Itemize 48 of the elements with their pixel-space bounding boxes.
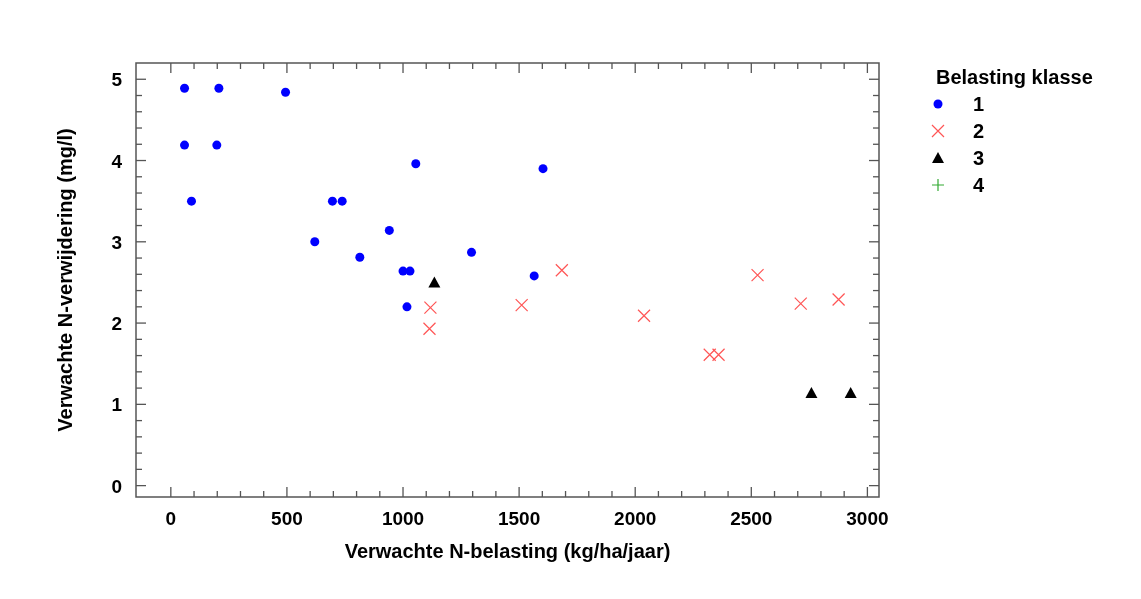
- y-tick-label: 5: [111, 69, 123, 91]
- legend-label: 2: [973, 120, 985, 142]
- point: [402, 302, 412, 312]
- x-tick-label: 2000: [614, 508, 657, 529]
- point: [384, 225, 394, 235]
- x-tick-label: 2500: [730, 508, 773, 529]
- point: [411, 159, 421, 169]
- point: [186, 196, 196, 206]
- point: [794, 296, 808, 311]
- point: [281, 87, 291, 97]
- point: [832, 292, 846, 307]
- point: [180, 140, 190, 150]
- x-tick-label: 1000: [381, 508, 425, 529]
- legend-label: 1: [973, 93, 985, 115]
- point: [467, 247, 477, 257]
- point: [428, 276, 441, 288]
- legend-label: 3: [973, 147, 985, 169]
- x-tick-label: 3000: [846, 508, 889, 529]
- y-axis-title: Verwachte N-verwijdering (mg/l): [54, 128, 76, 432]
- point: [805, 386, 818, 398]
- legend-label: 4: [973, 174, 985, 196]
- y-tick-label: 1: [111, 394, 123, 416]
- point: [327, 196, 337, 206]
- legend-title: Belasting klasse: [936, 66, 1093, 88]
- y-tick-label: 3: [111, 231, 122, 253]
- point: [422, 322, 437, 336]
- point: [423, 301, 438, 315]
- y-tick-label: 4: [111, 150, 123, 172]
- point: [180, 83, 190, 93]
- point: [555, 263, 569, 277]
- point: [355, 252, 365, 262]
- x-tick-label: 0: [165, 508, 177, 529]
- point: [337, 196, 347, 206]
- x-tick-label: 1500: [497, 508, 541, 529]
- y-tick-label: 2: [111, 313, 122, 335]
- point: [310, 237, 320, 247]
- y-tick-label: 0: [111, 475, 122, 497]
- point: [538, 164, 548, 174]
- point: [212, 140, 222, 150]
- point: [844, 386, 857, 398]
- point: [637, 309, 651, 323]
- x-axis-title: Verwachte N-belasting (kg/ha/jaar): [344, 540, 671, 562]
- x-tick-label: 500: [271, 508, 303, 529]
- point: [515, 298, 529, 312]
- point: [405, 266, 415, 276]
- point: [529, 271, 539, 281]
- point: [214, 83, 224, 93]
- point: [750, 268, 765, 282]
